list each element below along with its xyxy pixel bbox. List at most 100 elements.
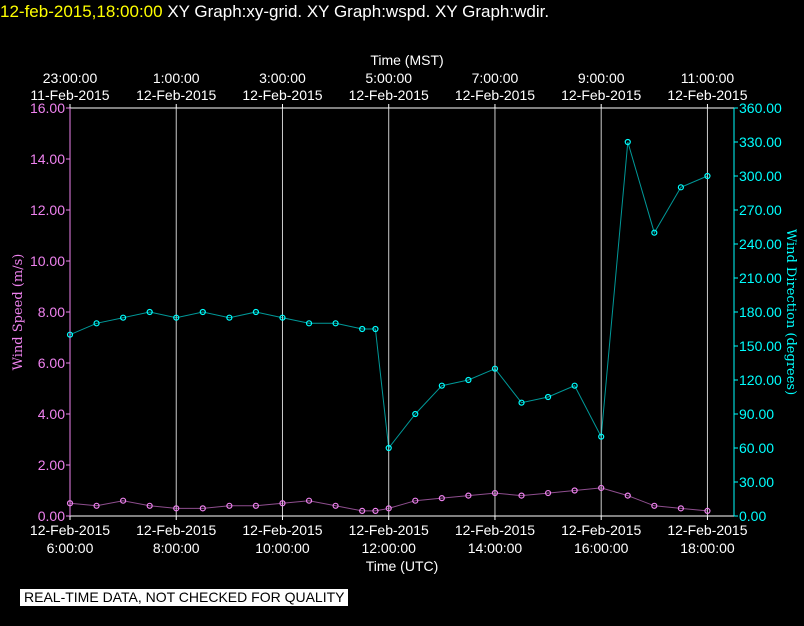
wdir-point — [146, 308, 153, 316]
right-tick-label: 300.00 — [739, 168, 782, 184]
graph-names: XY Graph:xy-grid. XY Graph:wspd. XY Grap… — [167, 2, 550, 21]
wdir-point — [305, 320, 313, 327]
right-tick-label: 150.00 — [739, 338, 782, 354]
wspd-point — [120, 497, 127, 504]
wdir-point — [93, 320, 100, 327]
wspd-point — [465, 492, 472, 499]
wspd-point — [146, 502, 153, 509]
right-tick-label: 360.00 — [739, 100, 782, 116]
wdir-point — [491, 365, 499, 372]
right-tick-label: 30.00 — [739, 474, 774, 490]
wdir-point — [372, 325, 379, 333]
top-tick-time: 11:00:00 — [681, 70, 735, 86]
bottom-tick-date: 12-Feb-2015 — [242, 522, 322, 538]
wspd-point — [173, 505, 180, 512]
right-tick-label: 90.00 — [739, 406, 774, 422]
left-tick-label: 4.00 — [38, 406, 65, 422]
left-tick-label: 14.00 — [30, 151, 65, 167]
wdir-point — [598, 433, 605, 440]
right-tick-label: 210.00 — [739, 270, 782, 286]
wspd-point — [704, 507, 711, 514]
wdir-point — [66, 331, 74, 338]
wspd-point — [93, 502, 100, 509]
left-tick-label: 8.00 — [38, 304, 65, 320]
top-tick-time: 7:00:00 — [472, 70, 519, 86]
top-tick-time: 9:00:00 — [578, 70, 625, 86]
top-tick-time: 3:00:00 — [259, 70, 306, 86]
top-tick-time: 5:00:00 — [365, 70, 412, 86]
wdir-point — [544, 393, 552, 401]
wspd-series-line — [69, 487, 708, 512]
wdir-point — [279, 314, 286, 321]
wdir-point — [412, 410, 419, 418]
wdir-series-line — [69, 141, 708, 450]
wspd-point — [199, 505, 206, 512]
wdir-point — [465, 376, 472, 384]
wdir-point — [571, 382, 578, 389]
wspd-point — [252, 502, 260, 509]
wspd-point — [412, 497, 419, 504]
right-tick-label: 120.00 — [739, 372, 782, 388]
bottom-tick-date: 12-Feb-2015 — [561, 522, 641, 538]
wspd-point — [385, 505, 392, 512]
right-axis-label: Wind Direction (degrees) — [783, 229, 798, 395]
right-tick-label: 0.00 — [739, 508, 766, 524]
wspd-point — [624, 492, 631, 499]
bottom-tick-date: 12-Feb-2015 — [136, 522, 216, 538]
wspd-point — [305, 497, 313, 504]
wdir-point — [704, 172, 711, 180]
left-tick-label: 2.00 — [38, 457, 65, 473]
timestamp: 12-feb-2015,18:00:00 — [0, 2, 163, 21]
wdir-point — [199, 308, 206, 316]
wdir-point — [385, 444, 392, 452]
top-tick-time: 1:00:00 — [153, 70, 200, 86]
wdir-point — [624, 138, 631, 146]
bottom-tick-time: 14:00:00 — [468, 540, 523, 556]
bottom-tick-time: 10:00:00 — [255, 540, 310, 556]
chart-title: 12-feb-2015,18:00:00 XY Graph:xy-grid. X… — [0, 2, 549, 22]
wspd-point — [544, 489, 552, 497]
wdir-point — [677, 184, 684, 191]
wspd-point — [677, 505, 684, 512]
bottom-tick-time: 16:00:00 — [574, 540, 629, 556]
wspd-point — [66, 500, 74, 507]
right-tick-label: 180.00 — [739, 304, 782, 320]
bottom-tick-time: 8:00:00 — [153, 540, 200, 556]
wdir-point — [438, 382, 445, 389]
top-axis-label: Time (MST) — [370, 52, 443, 68]
right-tick-label: 60.00 — [739, 440, 774, 456]
wdir-point — [359, 325, 366, 333]
right-tick-label: 240.00 — [739, 236, 782, 252]
wdir-point — [173, 314, 180, 321]
wdir-point — [120, 314, 127, 321]
wspd-point — [491, 489, 499, 497]
wspd-point — [279, 500, 286, 507]
top-tick-date: 12-Feb-2015 — [136, 87, 216, 103]
wdir-point — [518, 399, 525, 406]
wspd-point — [332, 502, 339, 509]
wdir-point — [651, 229, 658, 236]
bottom-axis-label: Time (UTC) — [366, 558, 439, 574]
wspd-point — [226, 502, 233, 509]
top-tick-date: 12-Feb-2015 — [242, 87, 322, 103]
bottom-tick-time: 6:00:00 — [47, 540, 94, 556]
quality-notice: REAL-TIME DATA, NOT CHECKED FOR QUALITY — [20, 589, 349, 606]
top-tick-date: 12-Feb-2015 — [455, 87, 535, 103]
left-tick-label: 10.00 — [30, 253, 65, 269]
wspd-point — [598, 484, 605, 492]
right-tick-label: 270.00 — [739, 202, 782, 218]
wspd-point — [571, 487, 578, 494]
wdir-point — [332, 320, 339, 327]
left-tick-label: 0.00 — [38, 508, 65, 524]
top-tick-time: 23:00:00 — [43, 70, 98, 86]
bottom-tick-date: 12-Feb-2015 — [667, 522, 747, 538]
wspd-point — [438, 495, 445, 502]
left-tick-label: 16.00 — [30, 100, 65, 116]
left-tick-label: 6.00 — [38, 355, 65, 371]
wspd-point — [359, 507, 366, 514]
bottom-tick-time: 12:00:00 — [361, 540, 416, 556]
wdir-point — [226, 314, 233, 321]
bottom-tick-date: 12-Feb-2015 — [455, 522, 535, 538]
top-tick-date: 12-Feb-2015 — [667, 87, 747, 103]
left-axis-label: Wind Speed (m/s) — [11, 254, 26, 371]
